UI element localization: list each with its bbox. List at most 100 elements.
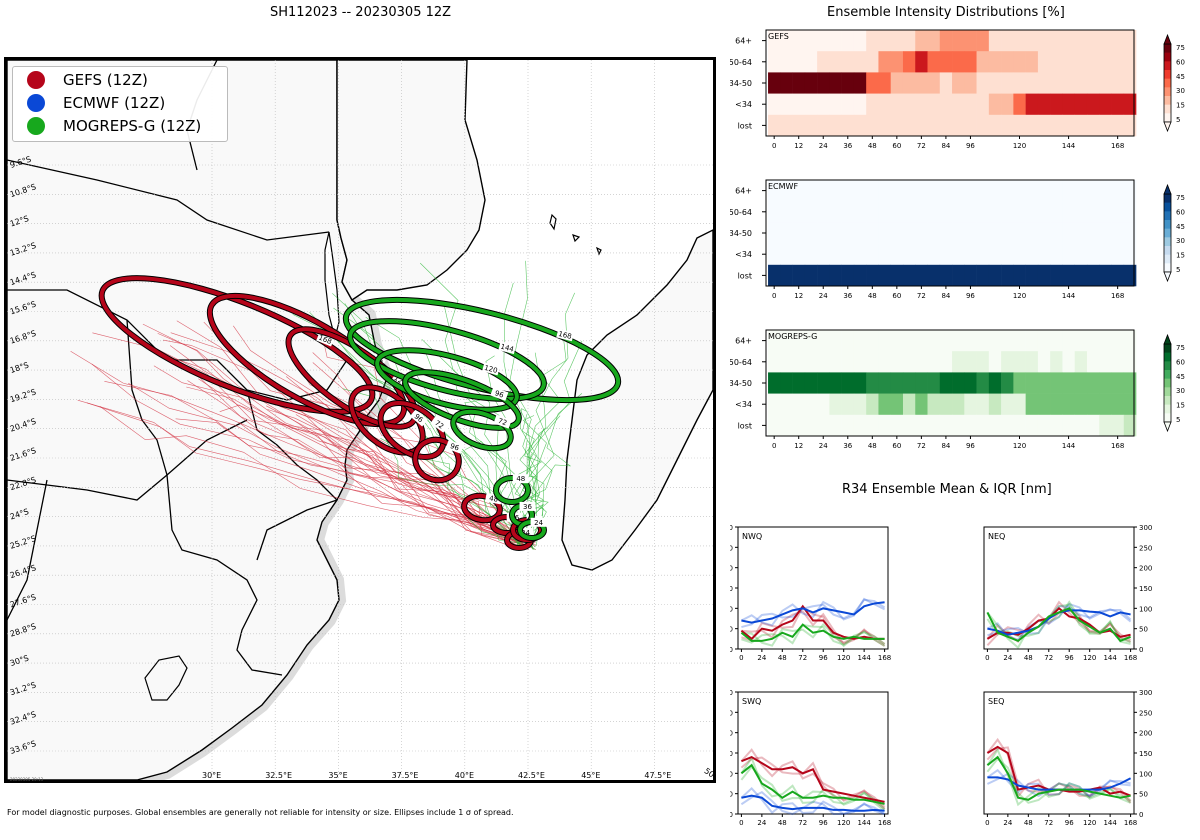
- heatmap-cell: [1074, 51, 1088, 73]
- forecast-ellipse: 168: [98, 275, 376, 415]
- heatmap-cell: [780, 222, 793, 244]
- heatmap-cell: [768, 114, 781, 137]
- footnote: For model diagnostic purposes. Global en…: [7, 808, 514, 817]
- heatmap-cell: [1111, 264, 1125, 287]
- heatmap-cell: [1037, 414, 1051, 437]
- heatmap-cell: [817, 330, 830, 352]
- r34-x-tick: 72: [798, 819, 807, 827]
- heatmap-cell: [866, 222, 879, 244]
- heatmap-cell: [1099, 201, 1112, 223]
- r34-y-tick: 0: [730, 646, 733, 654]
- colorbar-segment: [1164, 352, 1171, 362]
- heatmap-x-tick: 36: [843, 142, 852, 150]
- r34-x-tick: 144: [1103, 819, 1117, 827]
- heatmap-cell: [1037, 30, 1051, 52]
- heatmap-cell: [902, 93, 916, 116]
- heatmap-cell: [829, 243, 842, 266]
- heatmap-cell: [1111, 51, 1125, 73]
- heatmap-cell: [1013, 72, 1026, 94]
- heatmap-cell: [939, 264, 953, 287]
- colorbar-tick-label: 30: [1176, 237, 1185, 245]
- heatmap-cell: [976, 372, 990, 394]
- heatmap-cell: [976, 393, 990, 416]
- heatmap-cell: [792, 201, 806, 223]
- heatmap-cell: [1123, 372, 1137, 394]
- heatmap-cell: [1111, 243, 1125, 266]
- heatmap-cell: [780, 180, 793, 202]
- heatmap-cell: [878, 114, 892, 137]
- r34-y-tick: 200: [1139, 730, 1152, 738]
- heatmap-cell: [952, 372, 965, 394]
- heatmap-cell: [1099, 351, 1112, 373]
- heatmap-cell: [1050, 51, 1063, 73]
- r34-iqr-line: [986, 746, 1132, 802]
- heatmap-cell: [1111, 114, 1125, 137]
- heatmap-cell: [1001, 72, 1014, 94]
- r34-iqr-line: [986, 757, 1132, 804]
- heatmap-cell: [964, 51, 977, 73]
- r34-y-tick: 100: [1139, 770, 1152, 778]
- forecast-ellipse: 96: [412, 436, 464, 484]
- heatmap-cell: [1099, 51, 1112, 73]
- heatmap-cell: [952, 243, 965, 266]
- heatmap-cell: [804, 372, 818, 394]
- heatmap-cell: [878, 72, 892, 94]
- heatmap-cell: [792, 330, 806, 352]
- heatmap-cell: [964, 414, 977, 437]
- heatmap-cell: [952, 330, 965, 352]
- heatmap-cell: [902, 414, 916, 437]
- heatmap-cell: [780, 51, 793, 73]
- heatmap-cell: [829, 393, 842, 416]
- colorbar-tick-label: 15: [1176, 102, 1185, 110]
- colorbar-segment: [1164, 387, 1171, 397]
- madagascar-land: [561, 229, 713, 571]
- colorbar-tick-label: 5: [1176, 416, 1180, 424]
- colorbar-segment: [1164, 211, 1171, 221]
- heatmap-cell: [939, 351, 953, 373]
- colorbar-extend-bottom: [1163, 421, 1172, 433]
- heatmap-cell: [853, 201, 867, 223]
- ellipse-hour-label: 120: [483, 364, 498, 375]
- heatmap-cell: [1111, 351, 1125, 373]
- heatmap-cell: [829, 114, 842, 137]
- r34-x-tick: 168: [1124, 654, 1137, 662]
- heatmap-cell: [1123, 93, 1137, 116]
- heatmap-cell: [964, 180, 977, 202]
- colorbar-segment: [1164, 220, 1171, 229]
- heatmap-cell: [829, 30, 842, 52]
- heatmap-cell: [902, 264, 916, 287]
- heatmap-cell: [890, 30, 904, 52]
- heatmap-cell: [1086, 30, 1100, 52]
- heatmap-x-tick: 96: [966, 292, 975, 300]
- ellipse-hour-label: 48: [489, 494, 499, 503]
- colorbar-segment: [1164, 246, 1171, 255]
- heatmap-cell: [890, 414, 904, 437]
- heatmap-row-label: 34-50: [730, 229, 752, 238]
- r34-y-tick: 200: [730, 565, 733, 573]
- heatmap-cell: [780, 264, 793, 287]
- r34-plot-swq: SWQ 0 24 48 72 96 120 144 168 0 50 100 150 200 250 300: [730, 689, 891, 827]
- colorbar-tick-label: 45: [1176, 73, 1185, 81]
- heatmap-cell: [768, 201, 781, 223]
- r34-y-tick: 200: [1139, 565, 1152, 573]
- heatmap-cell: [853, 51, 867, 73]
- heatmap-cell: [902, 114, 916, 137]
- heatmap-cell: [780, 30, 793, 52]
- track-line: [86, 402, 529, 550]
- track-line: [522, 292, 575, 550]
- heatmap-cell: [1037, 114, 1051, 137]
- heatmap-cell: [866, 201, 879, 223]
- ellipse-ring: [343, 297, 621, 403]
- intensity-heatmap-ecmwf: ECMWF 64+ 50-64 34-50 <34 lost 0 12 24 36 48 60 72 84…: [730, 179, 1185, 300]
- heatmap-cell: [829, 372, 842, 394]
- ellipse-ring: [348, 319, 546, 401]
- heatmap-cell: [927, 351, 941, 373]
- r34-iqr-line: [740, 787, 885, 816]
- heatmap-cell: [890, 351, 904, 373]
- colorbar-tick-label: 30: [1176, 87, 1185, 95]
- heatmap-cell: [804, 264, 818, 287]
- r34-mean-line: [741, 755, 885, 803]
- ellipse-label-bg: [512, 474, 529, 484]
- heatmap-cell: [964, 264, 977, 287]
- heatmap-cell: [1074, 72, 1088, 94]
